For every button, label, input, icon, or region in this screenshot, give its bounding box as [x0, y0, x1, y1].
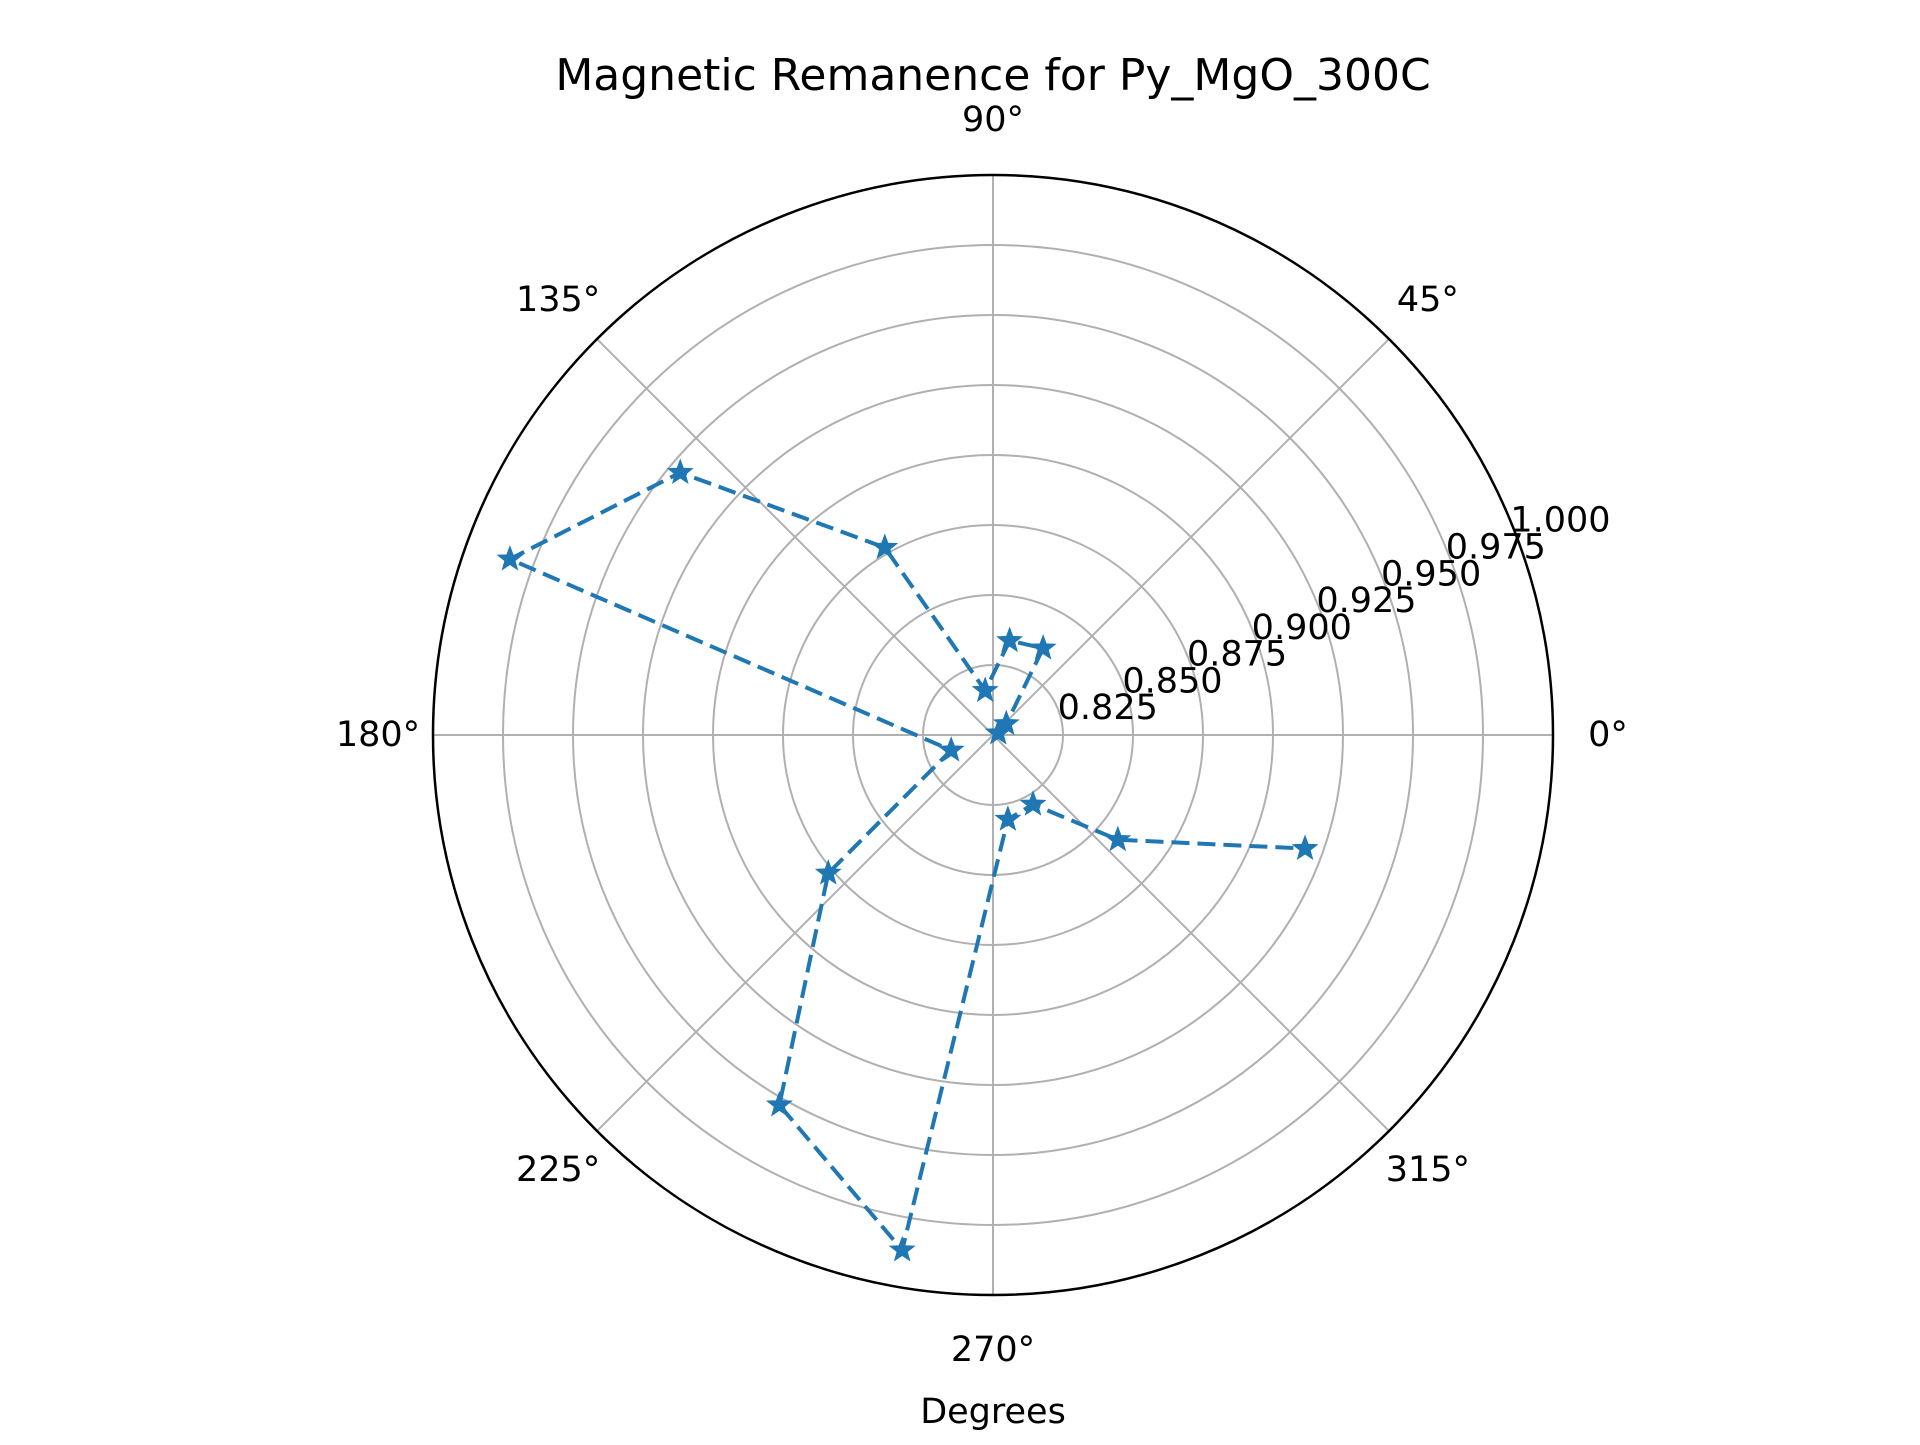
theta-tick-label: 90° [962, 100, 1024, 140]
data-point-star [1291, 834, 1319, 861]
theta-tick-label: 45° [1397, 280, 1459, 320]
data-point-star [996, 626, 1024, 653]
data-point-star [1019, 790, 1047, 816]
data-point-star [992, 709, 1020, 736]
theta-tick-label: 225° [516, 1150, 600, 1190]
data-point-star [994, 805, 1022, 831]
data-point-star [871, 533, 899, 560]
series-layer [496, 458, 1319, 1262]
theta-tick-label: 180° [336, 715, 420, 755]
angular-gridline [596, 734, 994, 1132]
angular-gridline [992, 338, 1390, 736]
x-axis-label: Degrees [920, 1392, 1066, 1432]
label-layer: 0°45°90°135°180°225°270°315°0.8250.8500.… [336, 100, 1628, 1370]
theta-tick-label: 0° [1588, 715, 1628, 755]
data-point-star [1029, 634, 1057, 660]
r-tick-label: 1.000 [1510, 501, 1610, 541]
angular-gridline [992, 734, 1390, 1132]
data-point-star [496, 545, 524, 571]
data-point-star [765, 1090, 793, 1117]
r-tick-label: 0.925 [1316, 581, 1416, 621]
data-point-star [888, 1235, 916, 1262]
r-tick-label: 0.975 [1446, 527, 1546, 567]
theta-tick-label: 270° [951, 1330, 1035, 1370]
data-point-star [1104, 825, 1132, 852]
data-point-star [666, 458, 694, 485]
r-tick-label: 0.875 [1187, 635, 1287, 675]
data-point-star [937, 736, 965, 762]
theta-tick-label: 315° [1386, 1150, 1470, 1190]
r-tick-label: 0.850 [1122, 661, 1222, 701]
data-point-star [971, 676, 999, 703]
series-line [505, 470, 1306, 1255]
outer-spine [431, 173, 1555, 1297]
r-tick-label: 0.825 [1058, 688, 1158, 728]
theta-tick-label: 135° [516, 280, 600, 320]
r-tick-label: 0.950 [1381, 554, 1481, 594]
data-point-star [814, 859, 842, 885]
angular-gridline [596, 338, 994, 736]
r-tick-label: 0.900 [1252, 608, 1352, 648]
chart-title: Magnetic Remanence for Py_MgO_300C [555, 50, 1430, 101]
